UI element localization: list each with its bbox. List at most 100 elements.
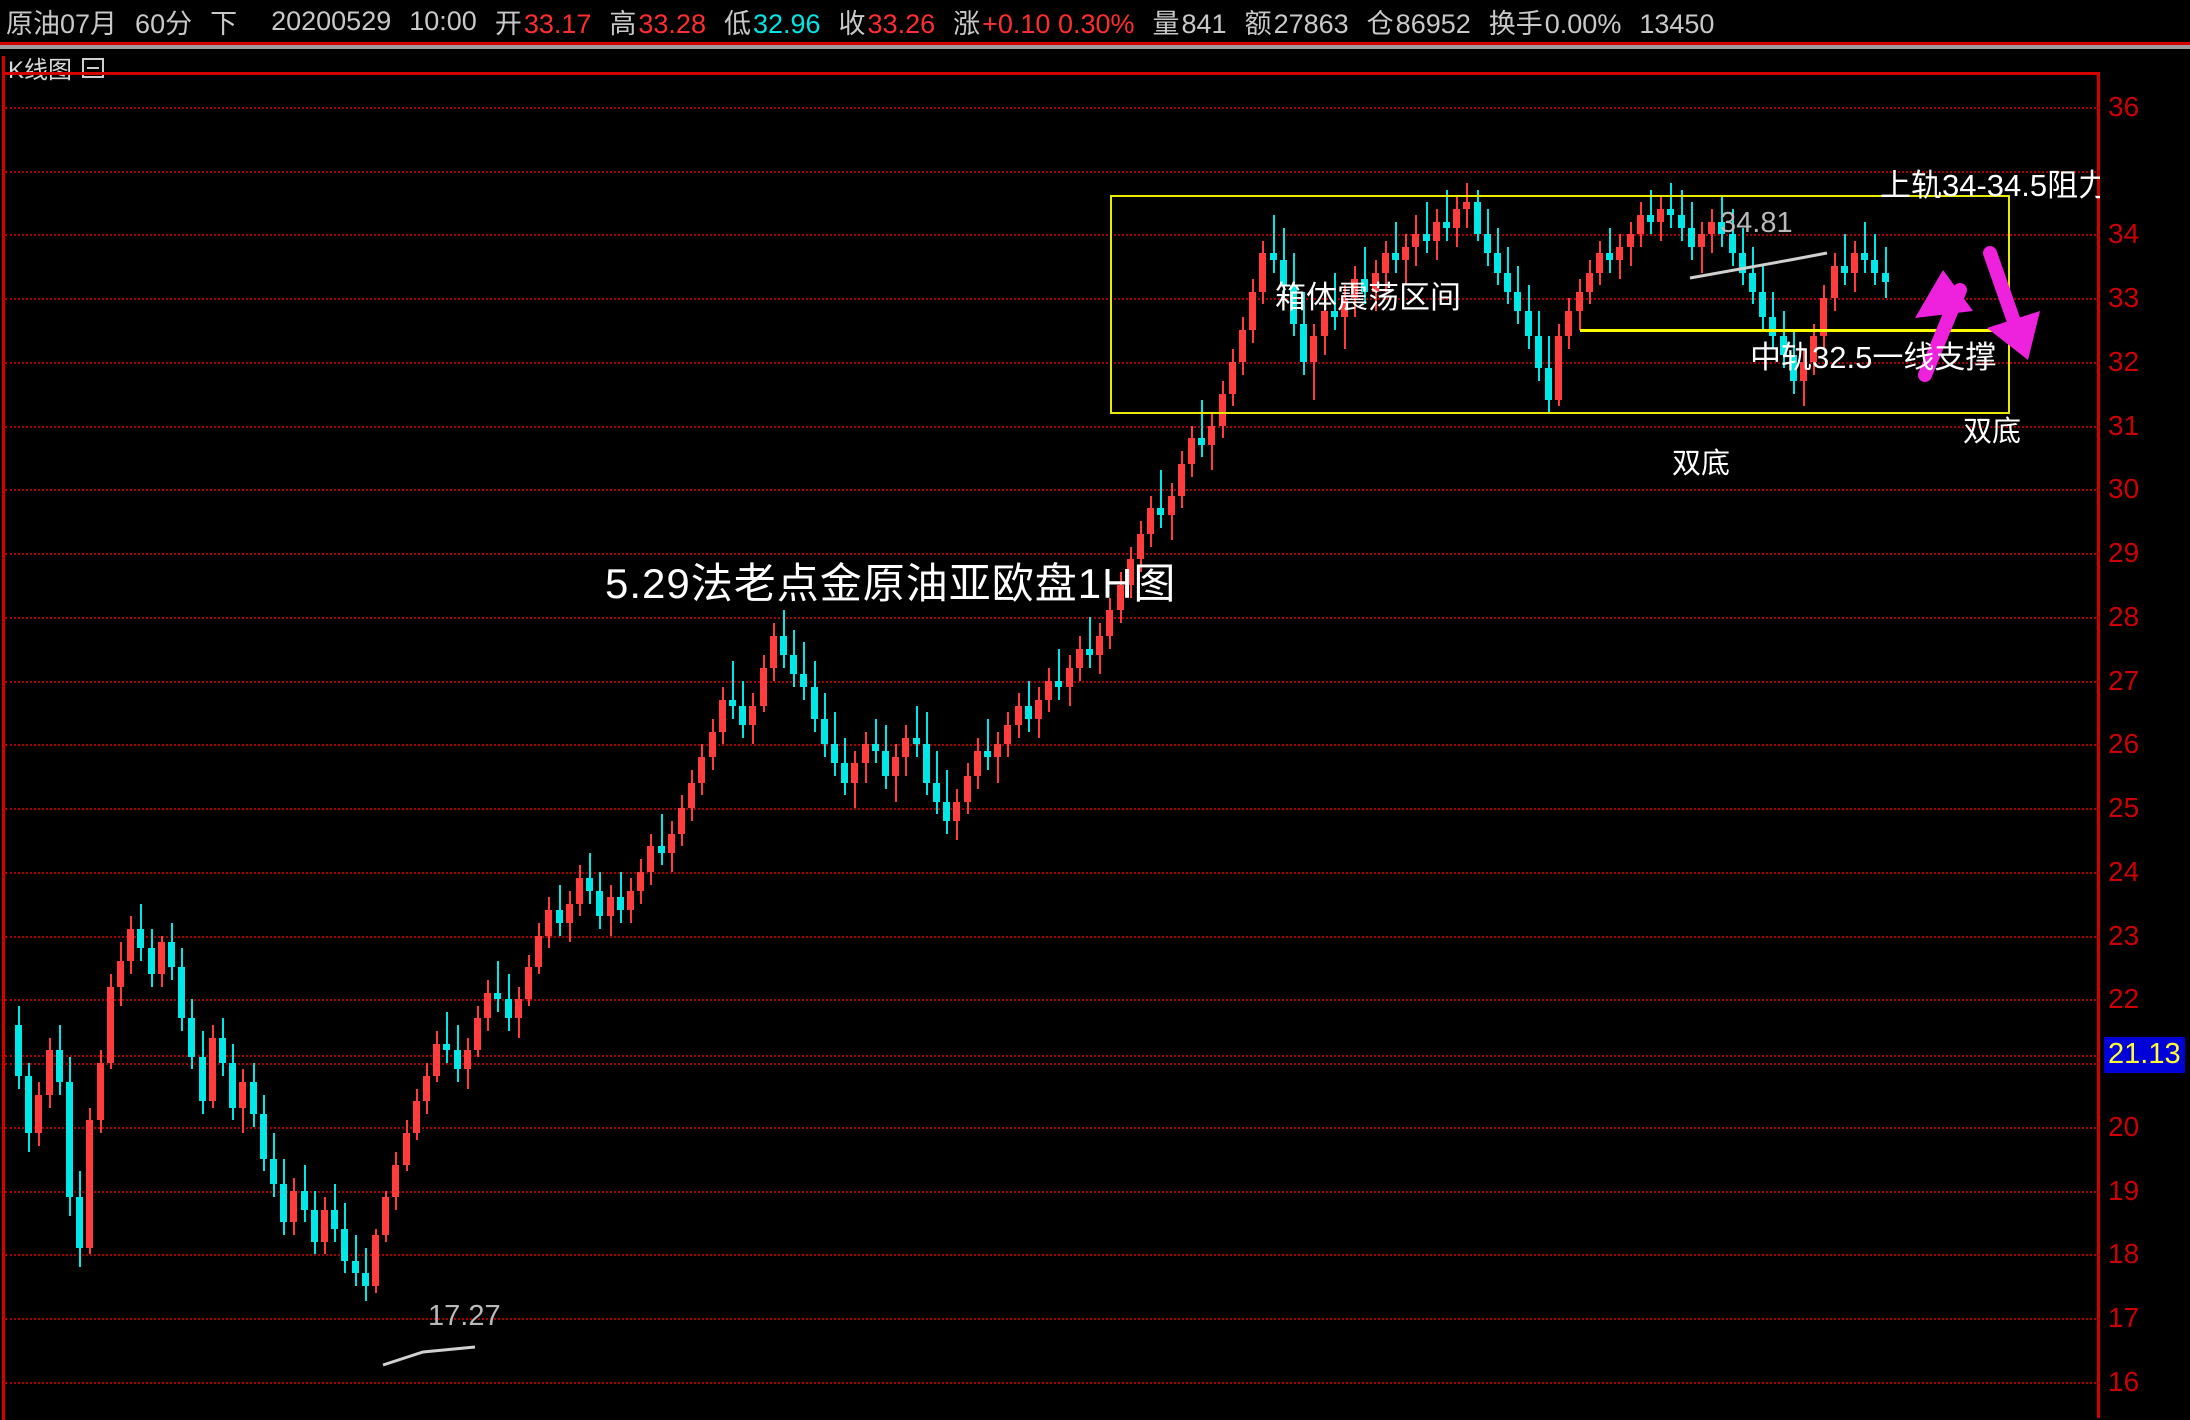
candle-body — [361, 1273, 369, 1287]
candle-body — [790, 655, 798, 675]
quote-field-label: 额 — [1244, 8, 1272, 39]
gridline — [5, 489, 2100, 492]
candle-body — [1106, 610, 1114, 636]
candle-body — [1504, 272, 1512, 292]
candle-wick — [1027, 680, 1030, 732]
candle-body — [55, 1050, 63, 1083]
candle-body — [290, 1190, 298, 1223]
candle-body — [576, 878, 583, 904]
candle-body — [1147, 508, 1155, 534]
candle-body — [1800, 361, 1807, 381]
gridline — [5, 553, 2100, 556]
candle-body — [657, 846, 665, 853]
candle-body — [984, 750, 991, 758]
candle-body — [565, 903, 573, 923]
candle-body — [35, 1094, 43, 1134]
candle-wick — [589, 852, 592, 904]
candle-body — [1269, 253, 1277, 260]
quote-field-value: +0.10 0.30% — [982, 8, 1135, 39]
candle-body — [1320, 310, 1328, 337]
candle-body — [1371, 272, 1379, 292]
gridline — [5, 871, 2100, 874]
candle-body — [514, 999, 522, 1019]
candle-wick — [1446, 189, 1448, 241]
quote-symbol[interactable]: 原油07月 — [6, 8, 118, 39]
quote-time: 10:00 — [409, 5, 477, 36]
quote-field-value: 13450 — [1639, 8, 1715, 39]
price-axis-tick: 36 — [2108, 90, 2140, 122]
candle-body — [1851, 253, 1858, 273]
candle-body — [1351, 278, 1359, 299]
candle-body — [1290, 285, 1297, 324]
quote-field-label: 量 — [1152, 8, 1180, 39]
candle-body — [1463, 202, 1471, 209]
candle-body — [106, 986, 114, 1064]
candle-body — [1575, 291, 1583, 311]
candle-body — [1249, 291, 1257, 330]
candle-body — [270, 1158, 277, 1185]
candle-body — [586, 878, 594, 891]
candle-body — [535, 935, 543, 968]
annotation-mid-band: 中轨32.5一线支撑 — [1750, 340, 1997, 375]
candle-body — [922, 744, 930, 783]
annotation-double-bottom-2: 双底 — [1963, 416, 2022, 448]
candle-body — [1789, 355, 1797, 381]
quote-date: 20200529 — [271, 5, 392, 36]
candle-body — [667, 833, 675, 853]
collapse-icon[interactable] — [82, 57, 105, 78]
candle-body — [392, 1165, 400, 1197]
candle-body — [912, 737, 920, 745]
quote-direction: 下 — [210, 8, 238, 39]
quote-field-value: 32.96 — [752, 8, 821, 39]
candle-body — [1708, 221, 1716, 235]
candle-wick — [1405, 234, 1408, 286]
candle-wick — [1395, 221, 1397, 273]
annotation-resistance: 上轨34-34.5阻力区域 — [1880, 168, 2100, 203]
candle-body — [504, 999, 512, 1019]
candle-body — [1769, 317, 1777, 337]
candle-body — [1494, 253, 1501, 273]
candle-body — [1687, 227, 1695, 248]
candle-body — [1514, 291, 1522, 311]
candle-body — [249, 1082, 257, 1115]
candle-body — [678, 808, 685, 834]
candle-wick — [834, 712, 836, 777]
candle-body — [882, 750, 889, 777]
quote-fields: 开33.17 高33.28 低32.96 收33.26 涨+0.10 0.30% 量841… — [479, 2, 1717, 41]
candle-body — [1534, 336, 1542, 369]
gridline — [5, 1318, 2100, 1320]
candle-body — [1473, 202, 1481, 235]
quote-field-value: 27863 — [1273, 8, 1349, 39]
price-tag-low-tag: 17.27 — [428, 1300, 501, 1332]
candle-body — [86, 1120, 94, 1248]
candle-body — [1024, 706, 1032, 719]
candle-body — [280, 1184, 288, 1223]
candle-body — [494, 992, 502, 1000]
quote-period[interactable]: 60分 — [135, 8, 193, 39]
price-axis-tick: 16 — [2108, 1365, 2140, 1397]
candle-wick — [1864, 221, 1867, 273]
quote-field-label: 收 — [838, 8, 866, 39]
pane-divider — [0, 45, 2190, 49]
candle-wick — [446, 1012, 449, 1064]
price-axis-tick: 17 — [2108, 1302, 2140, 1333]
gridline — [5, 1381, 2100, 1384]
candle-body — [117, 961, 124, 987]
candle-body — [300, 1190, 308, 1210]
pane-label-text: K线图 — [8, 57, 73, 84]
candle-body — [1167, 495, 1175, 515]
candle-body — [810, 686, 818, 719]
candle-body — [25, 1075, 33, 1134]
candle-body — [1861, 253, 1869, 260]
candle-wick — [558, 884, 561, 936]
candle-body — [1412, 234, 1420, 248]
swing-low-leader — [382, 1345, 476, 1367]
quote-field-value: 841 — [1181, 8, 1227, 39]
candle-body — [15, 1024, 22, 1076]
candle-body — [1820, 298, 1828, 337]
candle-body — [372, 1235, 379, 1287]
candle-body — [606, 897, 614, 917]
candle-body — [1045, 680, 1053, 700]
price-axis-tick: 31 — [2108, 409, 2140, 441]
